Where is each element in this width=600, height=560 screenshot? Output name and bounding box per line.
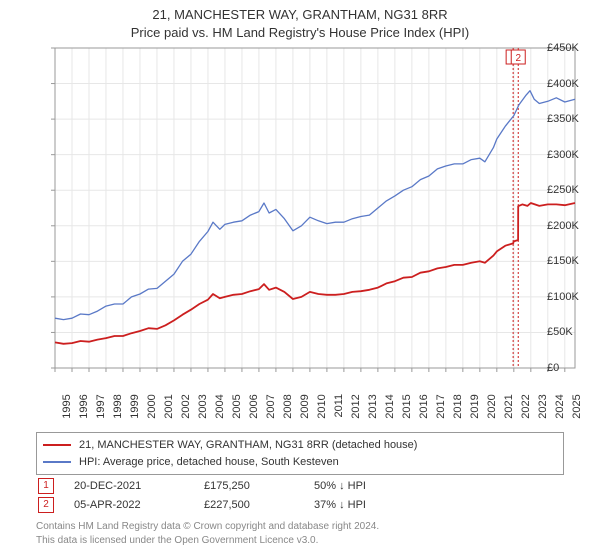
footer-line-1: Contains HM Land Registry data © Crown c… [36,521,379,532]
legend-row: HPI: Average price, detached house, Sout… [43,454,557,471]
y-tick-label: £200K [547,220,596,232]
x-tick-label: 2001 [163,394,175,418]
legend-label: 21, MANCHESTER WAY, GRANTHAM, NG31 8RR (… [79,437,417,454]
x-tick-label: 2020 [486,394,498,418]
x-tick-label: 1995 [61,394,73,418]
legend-label: HPI: Average price, detached house, Sout… [79,454,339,471]
y-tick-label: £150K [547,255,596,267]
x-tick-label: 1997 [95,394,107,418]
y-tick-label: £450K [547,42,596,54]
title-line-1: 21, MANCHESTER WAY, GRANTHAM, NG31 8RR [152,7,447,22]
y-tick-label: £350K [547,113,596,125]
x-tick-label: 2022 [520,394,532,418]
footer-line-2: This data is licensed under the Open Gov… [36,535,318,546]
x-tick-label: 2023 [537,394,549,418]
svg-text:2: 2 [515,53,521,64]
x-tick-label: 2008 [282,394,294,418]
marker-row: 1 20-DEC-2021£175,25050% ↓ HPI [36,476,564,495]
y-tick-label: £50K [547,326,596,338]
x-tick-label: 2025 [571,394,583,418]
x-tick-label: 2009 [299,394,311,418]
x-tick-label: 2007 [265,394,277,418]
x-tick-label: 2000 [146,394,158,418]
marker-diff: 37% ↓ HPI [314,499,366,511]
x-tick-label: 1999 [129,394,141,418]
y-tick-label: £400K [547,78,596,90]
y-tick-label: £100K [547,291,596,303]
x-tick-label: 2015 [401,394,413,418]
chart-title: 21, MANCHESTER WAY, GRANTHAM, NG31 8RR P… [0,0,600,41]
marker-date: 20-DEC-2021 [74,480,204,492]
x-tick-label: 2006 [248,394,260,418]
x-tick-label: 2021 [503,394,515,418]
legend-swatch [43,461,71,463]
x-tick-label: 1996 [78,394,90,418]
x-tick-label: 2016 [418,394,430,418]
chart-area: 12 £0 £50K £100K £150K £200K £250K £300K £350K £… [0,44,600,424]
footer-attribution: Contains HM Land Registry data © Crown c… [36,520,379,547]
x-tick-label: 2019 [469,394,481,418]
x-tick-label: 1998 [112,394,124,418]
y-tick-label: £250K [547,184,596,196]
x-tick-label: 2003 [197,394,209,418]
y-tick-label: £0 [547,362,596,374]
legend-box: 21, MANCHESTER WAY, GRANTHAM, NG31 8RR (… [36,432,564,475]
title-line-2: Price paid vs. HM Land Registry's House … [131,25,469,40]
x-tick-label: 2018 [452,394,464,418]
marker-diff: 50% ↓ HPI [314,480,366,492]
x-tick-label: 2005 [231,394,243,418]
x-tick-label: 2014 [384,394,396,418]
marker-row: 2 05-APR-2022£227,50037% ↓ HPI [36,495,564,514]
marker-price: £227,500 [204,499,314,511]
marker-table: 1 20-DEC-2021£175,25050% ↓ HPI 2 05-APR-202… [36,476,564,514]
x-tick-label: 2012 [350,394,362,418]
marker-date: 05-APR-2022 [74,499,204,511]
x-tick-label: 2013 [367,394,379,418]
x-tick-label: 2004 [214,394,226,418]
x-tick-label: 2002 [180,394,192,418]
marker-badge: 1 [38,478,54,494]
x-tick-label: 2024 [554,394,566,418]
marker-price: £175,250 [204,480,314,492]
x-tick-label: 2010 [316,394,328,418]
legend-row: 21, MANCHESTER WAY, GRANTHAM, NG31 8RR (… [43,437,557,454]
chart-svg: 12 [0,44,600,424]
y-tick-label: £300K [547,149,596,161]
x-tick-label: 2011 [333,394,345,418]
figure-container: 21, MANCHESTER WAY, GRANTHAM, NG31 8RR P… [0,0,600,560]
marker-badge: 2 [38,497,54,513]
legend-swatch [43,444,71,446]
x-tick-label: 2017 [435,394,447,418]
